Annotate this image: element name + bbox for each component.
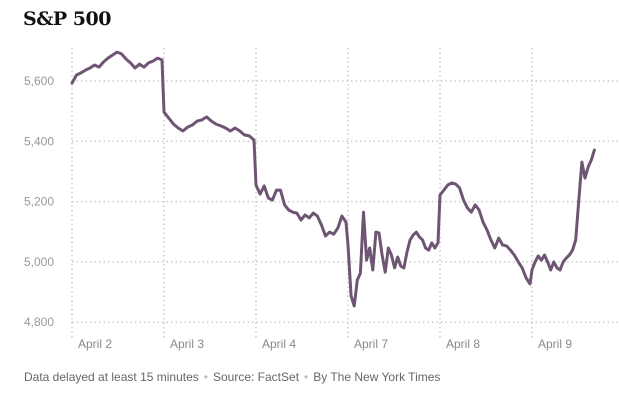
x-tick-label: April 7 — [354, 337, 388, 351]
chart-footer: Data delayed at least 15 minutes • Source:… — [24, 370, 440, 384]
separator: • — [203, 370, 208, 384]
y-tick-label: 5,600 — [24, 74, 54, 88]
y-tick-label: 4,800 — [24, 315, 54, 329]
sp500-price-line — [70, 50, 596, 308]
chart-title: S&P 500 — [23, 8, 111, 30]
source-note: Source: FactSet — [212, 370, 300, 384]
x-tick-label: April 3 — [170, 337, 204, 351]
delay-note: Data delayed at least 15 minutes — [24, 370, 199, 384]
byline: By The New York Times — [313, 370, 441, 384]
sp500-line-chart: 4,800 5,000 5,200 5,400 5,600 April 2 April 3 A… — [24, 48, 619, 351]
y-tick-label: 5,000 — [24, 255, 54, 269]
x-tick-label: April 4 — [262, 337, 296, 351]
y-tick-label: 5,200 — [24, 195, 54, 209]
y-tick-label: 5,400 — [24, 134, 54, 148]
x-tick-label: April 9 — [538, 337, 572, 351]
x-tick-label: April 8 — [446, 337, 480, 351]
separator: • — [304, 370, 309, 384]
x-tick-label: April 2 — [78, 337, 112, 351]
